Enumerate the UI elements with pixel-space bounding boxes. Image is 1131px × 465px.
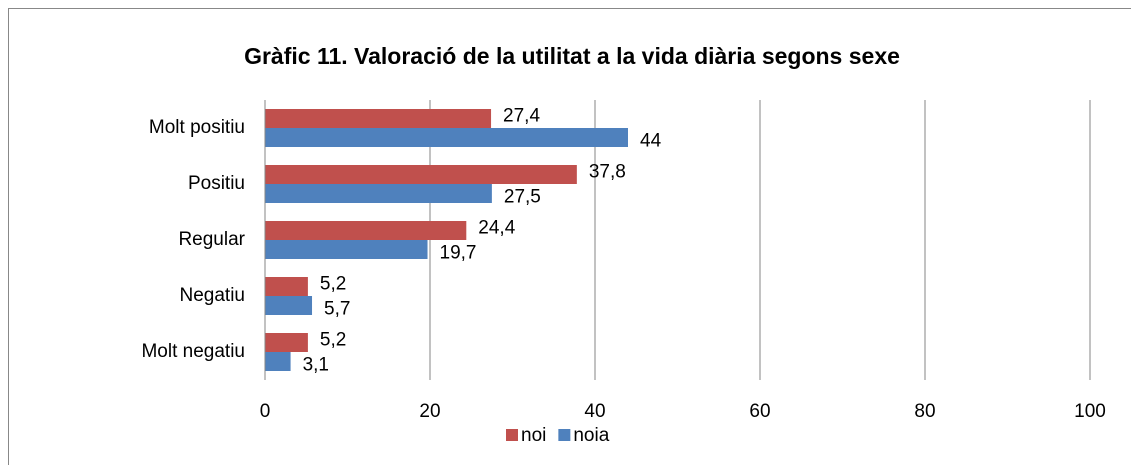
bar: [265, 165, 577, 184]
legend-label: noia: [573, 425, 609, 446]
y-tick-label: Molt negatiu: [141, 341, 245, 362]
x-tick-label: 40: [584, 401, 605, 422]
y-tick-label: Negatiu: [180, 285, 246, 306]
bar: [265, 240, 428, 259]
data-label: 27,5: [504, 187, 541, 208]
bar: [265, 128, 628, 147]
data-label: 24,4: [478, 218, 515, 239]
data-label: 5,2: [320, 274, 346, 295]
y-tick-label: Regular: [178, 229, 245, 250]
y-tick-label: Positiu: [188, 173, 245, 194]
bar: [265, 109, 492, 128]
bar: [265, 184, 492, 203]
data-label: 44: [640, 131, 662, 152]
x-tick-label: 80: [914, 401, 935, 422]
bar: [265, 352, 291, 371]
chart-title: Gràfic 11. Valoració de la utilitat a la…: [244, 43, 900, 69]
data-label: 37,8: [589, 162, 626, 183]
y-tick-label: Molt positiu: [149, 117, 245, 138]
x-tick-label: 20: [419, 401, 440, 422]
x-tick-label: 0: [260, 401, 271, 422]
x-tick-label: 100: [1074, 401, 1106, 422]
x-tick-label: 60: [749, 401, 770, 422]
data-label: 27,4: [503, 106, 540, 127]
bar: [265, 333, 308, 352]
legend-swatch: [558, 429, 571, 441]
bar: [265, 277, 308, 296]
legend-swatch: [506, 429, 518, 441]
data-label: 19,7: [440, 243, 477, 264]
legend-label: noi: [521, 425, 546, 446]
chart-border: [8, 8, 1131, 465]
bar: [265, 221, 467, 240]
data-label: 5,2: [320, 330, 346, 351]
data-label: 3,1: [303, 355, 329, 376]
bar: [265, 296, 313, 315]
data-label: 5,7: [324, 299, 350, 320]
